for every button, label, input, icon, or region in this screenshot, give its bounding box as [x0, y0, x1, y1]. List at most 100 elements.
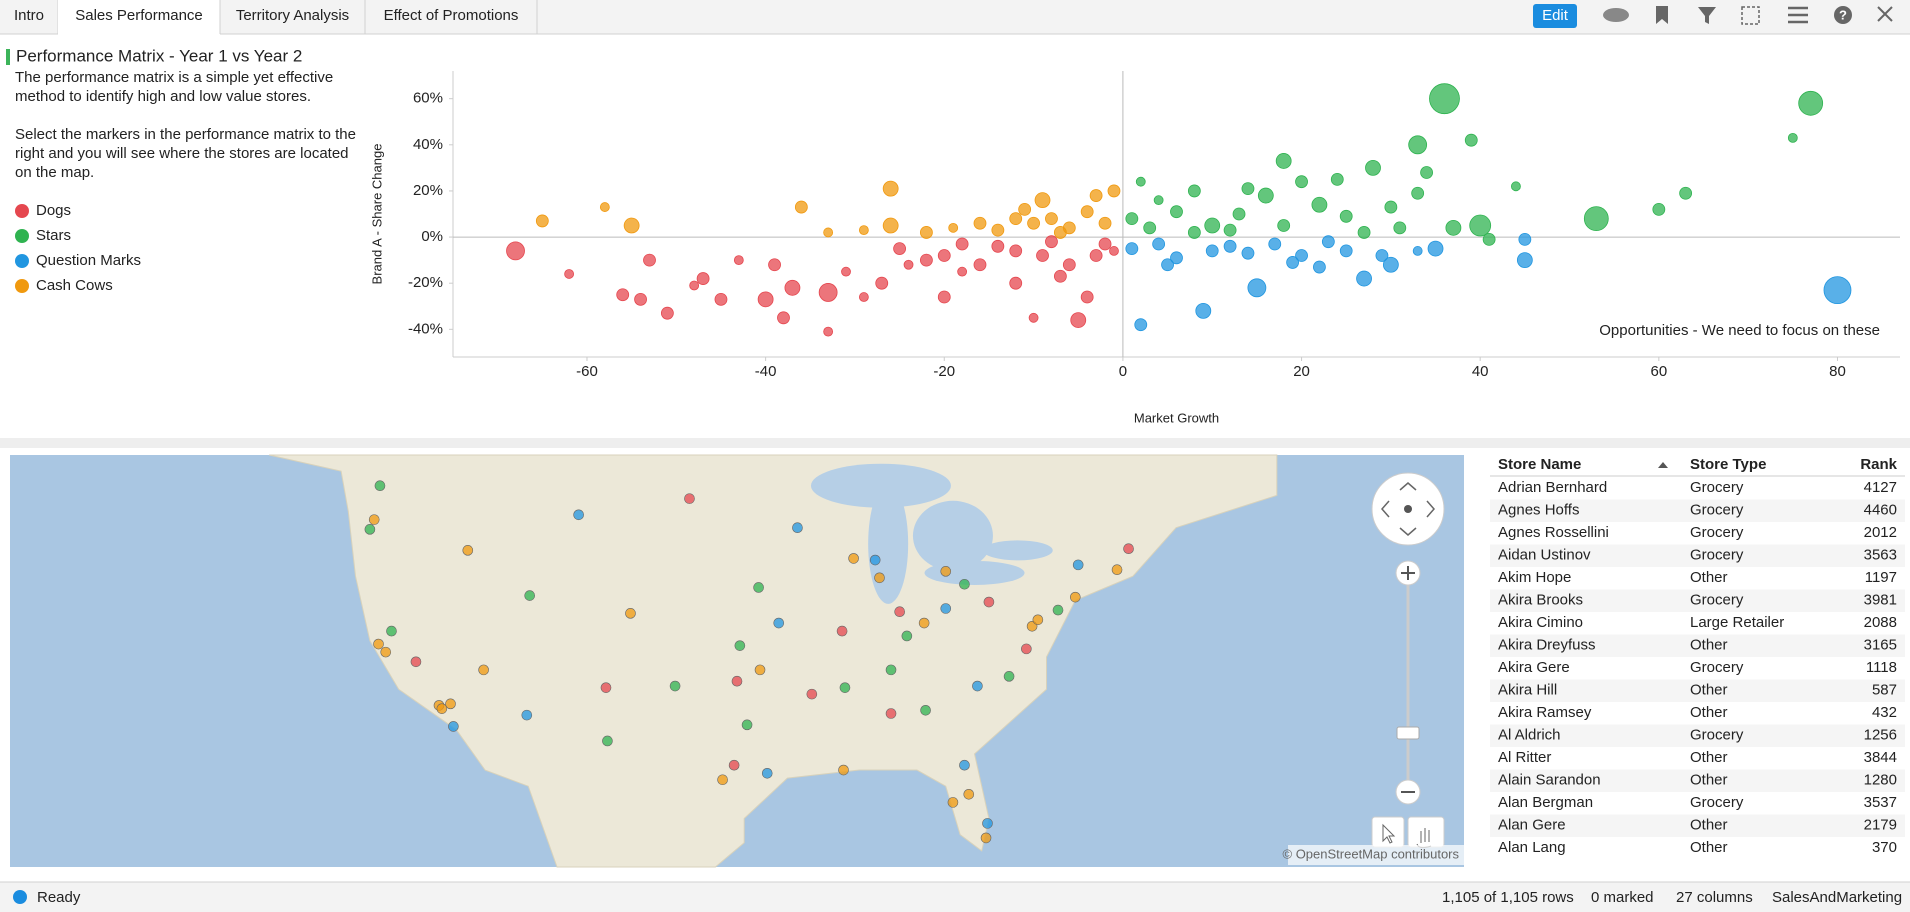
table-cell[interactable]: Grocery	[1690, 546, 1744, 563]
bubble[interactable]	[757, 291, 774, 308]
bubble[interactable]	[506, 241, 525, 261]
bubble[interactable]	[1195, 302, 1212, 319]
store-marker[interactable]	[717, 774, 728, 786]
edit-label[interactable]: Edit	[1542, 7, 1569, 24]
store-marker[interactable]	[436, 703, 448, 714]
legend-swatch[interactable]	[15, 254, 29, 268]
bubble[interactable]	[1330, 173, 1344, 186]
store-marker[interactable]	[761, 767, 773, 779]
bubble[interactable]	[973, 216, 987, 230]
bubble[interactable]	[623, 217, 640, 234]
store-marker[interactable]	[1123, 543, 1134, 555]
bubble[interactable]	[1098, 216, 1112, 230]
store-marker[interactable]	[741, 719, 753, 731]
table-cell[interactable]: 3165	[1864, 636, 1897, 653]
store-marker[interactable]	[947, 797, 959, 808]
store-marker[interactable]	[901, 630, 913, 642]
column-header[interactable]: Store Type	[1690, 456, 1766, 473]
bubble[interactable]	[1427, 240, 1444, 257]
store-marker[interactable]	[731, 675, 743, 687]
bubble[interactable]	[858, 292, 869, 302]
table-cell[interactable]: Akira Brooks	[1498, 591, 1583, 608]
legend-label[interactable]: Cash Cows	[36, 277, 113, 294]
bubble[interactable]	[1135, 176, 1146, 187]
store-marker[interactable]	[386, 625, 397, 637]
store-marker[interactable]	[380, 646, 392, 658]
table-cell[interactable]: 3537	[1864, 794, 1897, 811]
column-header[interactable]: Store Name	[1498, 456, 1581, 473]
bubble[interactable]	[1393, 221, 1407, 235]
table-cell[interactable]: 3563	[1864, 546, 1897, 563]
table-cell[interactable]: Grocery	[1690, 501, 1744, 518]
bubble[interactable]	[1134, 318, 1148, 332]
table-cell[interactable]: Other	[1690, 681, 1728, 698]
bubble[interactable]	[535, 214, 549, 228]
bubble[interactable]	[1257, 187, 1274, 204]
table-cell[interactable]: 1256	[1864, 726, 1897, 743]
legend-swatch[interactable]	[15, 229, 29, 243]
bubble[interactable]	[1321, 235, 1335, 249]
bubble[interactable]	[948, 222, 959, 233]
table-cell[interactable]: 3844	[1864, 749, 1897, 766]
table-cell[interactable]: 587	[1872, 681, 1897, 698]
bubble[interactable]	[1798, 90, 1824, 116]
bubble[interactable]	[991, 239, 1005, 253]
table-cell[interactable]: Other	[1690, 704, 1728, 721]
store-marker[interactable]	[982, 818, 993, 829]
bubble[interactable]	[893, 242, 907, 255]
store-marker[interactable]	[445, 698, 456, 710]
bubble[interactable]	[973, 258, 987, 272]
store-marker[interactable]	[885, 708, 897, 719]
bubble[interactable]	[1268, 237, 1282, 251]
bubble[interactable]	[1027, 216, 1040, 230]
store-marker[interactable]	[940, 566, 952, 577]
bubble[interactable]	[1223, 223, 1237, 237]
bubble[interactable]	[1375, 249, 1389, 262]
bubble[interactable]	[1412, 246, 1423, 256]
table-cell[interactable]: Akira Dreyfuss	[1498, 636, 1596, 653]
store-marker[interactable]	[602, 735, 613, 747]
bubble[interactable]	[1018, 202, 1032, 216]
table-cell[interactable]: Other	[1690, 839, 1728, 856]
store-marker[interactable]	[754, 664, 766, 676]
bubble[interactable]	[599, 202, 610, 212]
table-cell[interactable]: Alain Sarandon	[1498, 771, 1601, 788]
bubble[interactable]	[818, 283, 838, 302]
bubble[interactable]	[1187, 226, 1201, 239]
table-cell[interactable]: 2179	[1864, 816, 1897, 833]
bubble[interactable]	[616, 288, 630, 302]
bubble[interactable]	[1247, 278, 1267, 298]
table-cell[interactable]: Grocery	[1690, 659, 1744, 676]
table-cell[interactable]: Al Aldrich	[1498, 726, 1561, 743]
store-marker[interactable]	[918, 617, 930, 629]
bubble[interactable]	[689, 280, 700, 291]
table-cell[interactable]: Alan Bergman	[1498, 794, 1593, 811]
bubble[interactable]	[1311, 196, 1328, 213]
store-marker[interactable]	[972, 680, 983, 692]
tab[interactable]: Sales Performance	[75, 7, 203, 24]
table-cell[interactable]: 1118	[1866, 659, 1897, 676]
store-marker[interactable]	[373, 638, 384, 650]
bubble[interactable]	[794, 200, 808, 214]
table-cell[interactable]: 2088	[1864, 614, 1897, 631]
table-cell[interactable]: Other	[1690, 569, 1728, 586]
bubble[interactable]	[1080, 205, 1094, 219]
bubble[interactable]	[1098, 237, 1112, 251]
select-icon[interactable]	[1741, 6, 1760, 25]
bubble[interactable]	[634, 292, 647, 306]
bubble[interactable]	[1516, 252, 1533, 269]
store-marker[interactable]	[959, 578, 970, 590]
bubble[interactable]	[1080, 290, 1094, 304]
bubble[interactable]	[1445, 219, 1462, 236]
store-marker[interactable]	[874, 572, 885, 584]
bubble[interactable]	[1170, 205, 1183, 219]
store-marker[interactable]	[869, 554, 881, 566]
bubble[interactable]	[1053, 226, 1067, 239]
bubble[interactable]	[841, 266, 851, 277]
store-marker[interactable]	[364, 524, 376, 535]
table-cell[interactable]: 1197	[1865, 569, 1897, 586]
table-cell[interactable]: Al Ritter	[1498, 749, 1551, 766]
store-marker[interactable]	[410, 656, 422, 668]
table-cell[interactable]: Akira Cimino	[1498, 614, 1583, 631]
bubble[interactable]	[1583, 206, 1609, 232]
